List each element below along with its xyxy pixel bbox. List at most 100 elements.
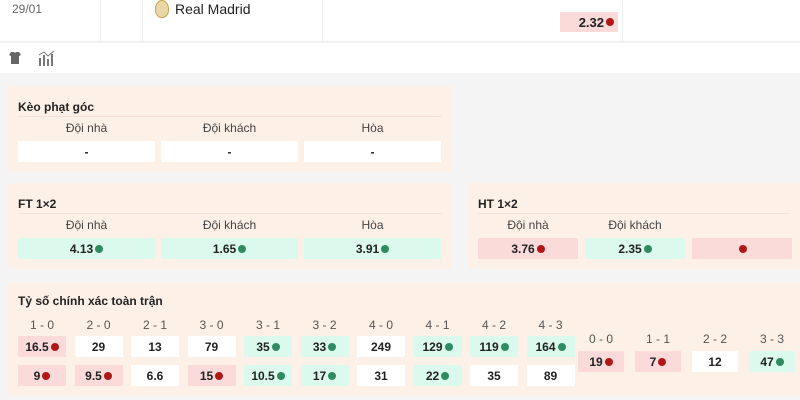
odd-value: 89 [543, 368, 558, 383]
odd-value: 19 [589, 354, 603, 369]
column-label: 2 - 1 [142, 318, 167, 332]
divider [622, 0, 623, 42]
odd-cell[interactable]: 1.65 [161, 238, 298, 259]
ft-card: FT 1×2 Đội nhà 4.13 Đội khách 1.65 Hòa 3.91 [8, 183, 452, 269]
odd-value: 2.35 [618, 241, 642, 256]
arrow-up-icon [557, 342, 566, 351]
column-label: Hòa [361, 121, 384, 135]
odd-value: 164 [535, 339, 556, 354]
odd-cell[interactable]: - [18, 141, 155, 162]
real-madrid-crest-icon [155, 0, 169, 18]
arrow-down-icon [50, 342, 59, 351]
odd-cell[interactable]: 3.91 [304, 238, 441, 259]
odd-cell[interactable]: 4.13 [18, 238, 155, 259]
arrow-down-icon [658, 357, 667, 366]
odd-value: 3.76 [511, 241, 535, 256]
odd-cell[interactable]: 10.5 [244, 365, 292, 386]
column-label: Đội nhà [65, 121, 108, 135]
odd-value: 12 [708, 354, 722, 369]
arrow-up-icon [271, 342, 280, 351]
odd-cell[interactable]: 89 [526, 365, 575, 386]
column-label: Đội nhà [65, 218, 108, 232]
card-title: FT 1×2 [18, 197, 57, 211]
odd-cell[interactable]: 47 [749, 351, 795, 372]
odd-cell[interactable]: 12 [692, 351, 738, 372]
arrow-down-icon [739, 244, 747, 253]
arrow-up-icon [775, 357, 784, 366]
odd-value: 31 [374, 368, 388, 383]
odd-value: 16.5 [25, 339, 49, 354]
column-label: Đội khách [202, 218, 257, 232]
odd-cell[interactable]: 17 [300, 365, 349, 386]
arrow-down-icon [215, 371, 224, 380]
odd-cell[interactable]: - [161, 141, 298, 162]
arrow-down-icon [606, 18, 614, 26]
odd-cell[interactable]: 29 [74, 336, 123, 357]
odd-cell[interactable]: 19 [578, 351, 624, 372]
odd-cell[interactable]: 79 [187, 336, 236, 357]
divider [142, 0, 143, 42]
arrow-up-icon [276, 371, 285, 380]
odd-value: 2.32 [578, 14, 604, 30]
odd-cell[interactable]: 35 [470, 365, 518, 386]
stats-chart-icon[interactable] [38, 50, 56, 66]
odd-cell[interactable]: 22 [413, 365, 462, 386]
odd-value: 1.65 [212, 241, 237, 256]
odd-cell[interactable]: 9.5 [74, 365, 123, 386]
odd-cell[interactable]: - [304, 141, 441, 162]
corner-card: Kèo phạt góc Đội nhà - Đội khách - Hòa - [8, 86, 452, 172]
divider [322, 0, 323, 42]
odd-value: 29 [91, 339, 106, 354]
odd-cell[interactable]: 13 [131, 336, 179, 357]
arrow-up-icon [328, 342, 337, 351]
column-label: Hòa [361, 218, 384, 232]
divider [100, 0, 101, 42]
arrow-down-icon [42, 371, 51, 380]
odd-cell[interactable]: 16.5 [18, 336, 66, 357]
odd-cell[interactable]: 119 [470, 336, 518, 357]
odd-cell[interactable]: 249 [357, 336, 405, 357]
arrow-down-icon [604, 357, 613, 366]
column-label: Đội khách [608, 218, 662, 232]
odd-cell[interactable]: 7 [635, 351, 681, 372]
odd-cell[interactable] [692, 238, 792, 259]
odd-cell[interactable]: 6.6 [131, 365, 179, 386]
odd-cell[interactable]: 164 [526, 336, 575, 357]
column-label: 1 - 0 [29, 318, 54, 332]
odd-cell[interactable]: 15 [187, 365, 236, 386]
arrow-down-icon [103, 371, 112, 380]
column-label: Đội khách [202, 121, 257, 135]
odd-value: 249 [370, 339, 392, 354]
odd-value: 79 [204, 339, 219, 354]
jersey-icon[interactable] [8, 51, 22, 65]
match-row: 29/01 Real Madrid 2.32 [0, 0, 800, 42]
column-label: Đội nhà [507, 218, 549, 232]
arrow-down-icon [536, 244, 545, 253]
odd-cell[interactable]: 35 [244, 336, 292, 357]
arrow-up-icon [643, 244, 652, 253]
column-label: 1 - 1 [645, 332, 670, 346]
odd-cell[interactable]: 2.35 [585, 238, 685, 259]
odd-value: - [227, 144, 232, 159]
odd-cell[interactable]: 3.76 [478, 238, 578, 259]
odd-value: 4.13 [69, 241, 94, 256]
odd-value: 35 [487, 368, 501, 383]
team-away[interactable]: Real Madrid [155, 0, 250, 18]
odd-value: 129 [422, 339, 443, 354]
odd-value: 9 [33, 368, 41, 383]
toolbar [0, 43, 800, 73]
odd-value: - [84, 144, 89, 159]
odd-cell[interactable]: 33 [300, 336, 349, 357]
odd-cell[interactable]: 31 [357, 365, 405, 386]
odd-cell[interactable]: 2.32 [560, 12, 618, 32]
odd-value: 6.6 [146, 368, 164, 383]
arrow-up-icon [381, 244, 390, 253]
odd-value: 10.5 [251, 368, 275, 383]
odd-value: 9.5 [85, 368, 102, 383]
odd-value: 119 [479, 339, 499, 354]
odd-cell[interactable]: 129 [413, 336, 462, 357]
column-label: 2 - 2 [702, 332, 727, 346]
odd-value: 35 [256, 339, 270, 354]
odd-cell[interactable]: 9 [18, 365, 66, 386]
column-label: 0 - 0 [588, 332, 613, 346]
